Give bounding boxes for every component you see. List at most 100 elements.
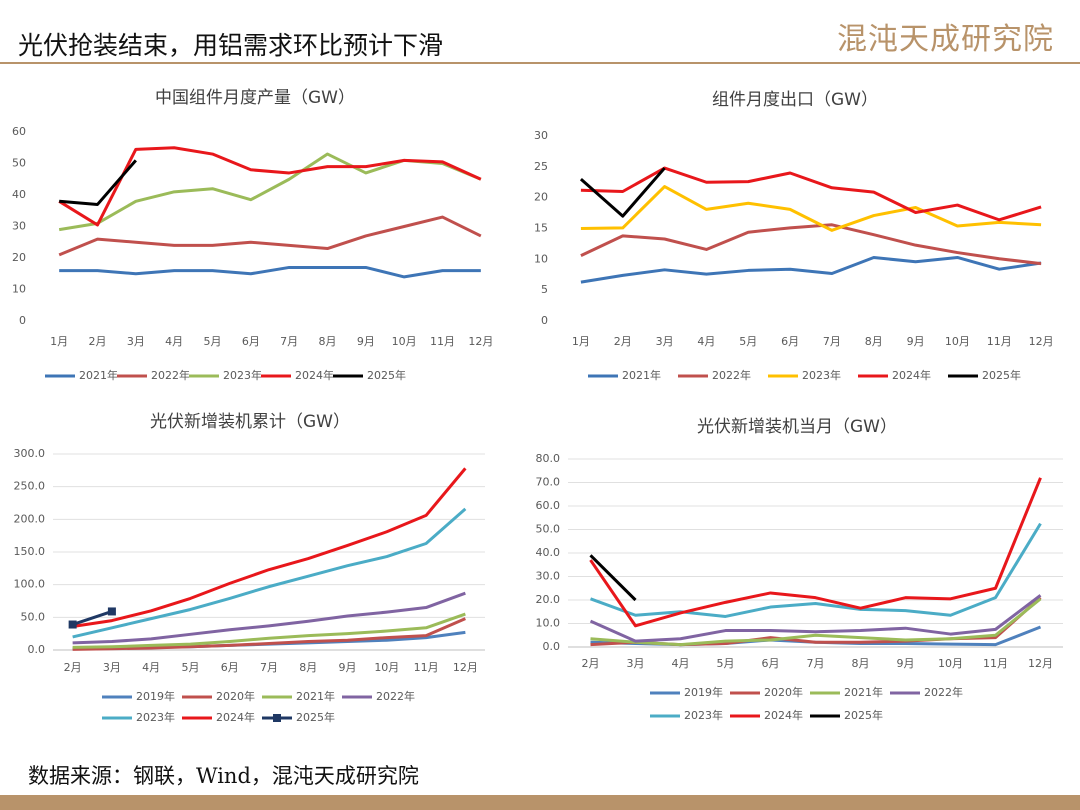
x-tick-label: 10月 (938, 657, 963, 670)
legend-label: 2024年 (892, 368, 931, 382)
chart-title: 组件月度出口（GW） (712, 90, 878, 110)
legend-label: 2023年 (223, 368, 262, 382)
series-line (72, 610, 113, 626)
x-tick-label: 8月 (319, 335, 337, 348)
x-tick-label: 6月 (221, 661, 239, 674)
x-tick-label: 11月 (414, 661, 439, 674)
y-tick-label: 30 (12, 220, 26, 233)
x-tick-label: 4月 (165, 335, 183, 348)
y-tick-label: 50.0 (536, 523, 561, 536)
x-tick-label: 6月 (781, 335, 799, 348)
series-line (72, 591, 466, 645)
legend-label: 2021年 (296, 689, 335, 703)
y-tick-label: 20.0 (536, 593, 561, 606)
series-line (72, 617, 466, 651)
slide-title: 光伏抢装结束，用铝需求环比预计下滑 (18, 31, 444, 60)
x-tick-label: 5月 (717, 657, 735, 670)
x-tick-label: 4月 (142, 661, 160, 674)
x-tick-label: 4月 (672, 657, 690, 670)
x-tick-label: 6月 (242, 335, 260, 348)
legend-label: 2025年 (367, 368, 406, 382)
logo: 混沌天成研究院 (837, 22, 1054, 57)
y-tick-label: 20 (534, 191, 548, 204)
y-tick-label: 0.0 (28, 643, 46, 656)
legend-label: 2025年 (296, 710, 335, 724)
legend-label: 2021年 (844, 685, 883, 699)
x-tick-label: 3月 (127, 335, 145, 348)
legend-label: 2022年 (151, 368, 190, 382)
x-tick-label: 5月 (181, 661, 199, 674)
series-line (58, 146, 482, 227)
legend-marker (273, 714, 281, 722)
x-tick-label: 9月 (897, 657, 915, 670)
x-tick-label: 6月 (762, 657, 780, 670)
y-tick-label: 40.0 (536, 546, 561, 559)
point-marker (107, 607, 116, 616)
series-line (580, 255, 1042, 284)
x-tick-label: 12月 (1029, 335, 1054, 348)
x-tick-label: 5月 (739, 335, 757, 348)
series-line (58, 152, 482, 232)
y-tick-label: 50.0 (21, 610, 46, 623)
chart-title: 光伏新增装机当月（GW） (697, 417, 897, 437)
x-tick-label: 12月 (1028, 657, 1053, 670)
x-tick-label: 9月 (339, 661, 357, 674)
legend-label: 2023年 (136, 710, 175, 724)
y-tick-label: 25 (534, 160, 548, 173)
series-line (72, 612, 466, 649)
y-tick-label: 30 (534, 129, 548, 142)
y-tick-label: 10.0 (536, 617, 561, 630)
x-tick-label: 2月 (582, 657, 600, 670)
footer-bar (0, 795, 1080, 810)
y-tick-label: 200.0 (14, 512, 46, 525)
x-tick-label: 11月 (983, 657, 1008, 670)
series-line (58, 215, 482, 257)
legend-label: 2024年 (216, 710, 255, 724)
y-tick-label: 50 (12, 157, 26, 170)
series-line (59, 265, 481, 279)
x-tick-label: 5月 (204, 335, 222, 348)
legend-label: 2020年 (216, 689, 255, 703)
series-line (589, 554, 637, 602)
x-tick-label: 7月 (807, 657, 825, 670)
legend-label: 2023年 (684, 708, 723, 722)
legend-label: 2022年 (376, 689, 415, 703)
legend-label: 2020年 (764, 685, 803, 699)
series-line (579, 167, 666, 218)
chart-title: 中国组件月度产量（GW） (155, 88, 355, 108)
y-tick-label: 60.0 (536, 499, 561, 512)
series-line (72, 507, 467, 639)
legend-label: 2022年 (712, 368, 751, 382)
legend-label: 2021年 (622, 368, 661, 382)
x-tick-label: 7月 (280, 335, 298, 348)
y-tick-label: 80.0 (536, 452, 561, 465)
x-tick-label: 11月 (430, 335, 455, 348)
legend-label: 2023年 (802, 368, 841, 382)
point-marker (68, 620, 77, 629)
x-tick-label: 3月 (627, 657, 645, 670)
source-note: 数据来源：钢联，Wind，混沌天成研究院 (28, 764, 419, 788)
y-tick-label: 60 (12, 125, 26, 138)
x-tick-label: 8月 (299, 661, 317, 674)
series-line (590, 597, 1042, 647)
y-tick-label: 40 (12, 188, 26, 201)
series-line (72, 467, 467, 628)
x-tick-label: 12月 (468, 335, 493, 348)
legend-label: 2025年 (844, 708, 883, 722)
legend-label: 2025年 (982, 368, 1021, 382)
chart-title: 光伏新增装机累计（GW） (150, 412, 350, 432)
x-tick-label: 7月 (823, 335, 841, 348)
x-tick-label: 9月 (907, 335, 925, 348)
x-tick-label: 3月 (656, 335, 674, 348)
y-tick-label: 15 (534, 222, 548, 235)
y-tick-label: 0 (541, 314, 548, 327)
y-tick-label: 250.0 (14, 480, 46, 493)
x-tick-label: 9月 (357, 335, 375, 348)
x-tick-label: 1月 (50, 335, 68, 348)
series-line (589, 594, 1042, 643)
x-tick-label: 4月 (697, 335, 715, 348)
legend-label: 2019年 (136, 689, 175, 703)
series-line (589, 522, 1042, 618)
